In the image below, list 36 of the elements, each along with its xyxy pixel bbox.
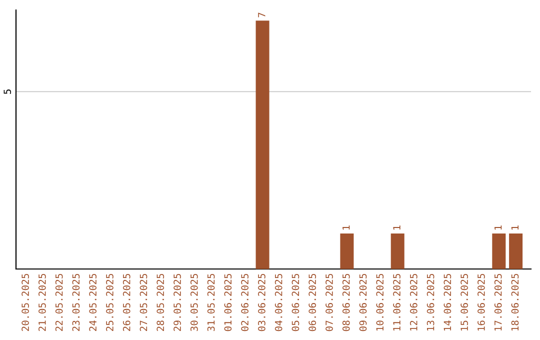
x-tick-label: 05.06.2025 <box>292 274 300 332</box>
x-tick-label: 03.06.2025 <box>258 274 266 332</box>
data-label: 7 <box>258 12 266 18</box>
x-tick-label: 12.06.2025 <box>410 274 418 331</box>
x-tick-label: 25.05.2025 <box>106 274 114 331</box>
data-label: 1 <box>511 226 519 230</box>
x-tick-label: 07.06.2025 <box>326 274 333 332</box>
x-tick-label: 18.06.2025 <box>511 274 519 331</box>
ref-line-label: 5 <box>4 89 12 94</box>
x-tick-label: 29.05.2025 <box>174 274 181 331</box>
x-tick-label: 01.06.2025 <box>224 274 232 332</box>
x-tick-label: 28.05.2025 <box>156 274 164 331</box>
x-tick-label: 04.06.2025 <box>274 274 282 332</box>
x-tick-label: 06.06.2025 <box>308 274 316 332</box>
x-tick-label: 15.06.2025 <box>460 274 468 331</box>
x-tick-label: 22.05.2025 <box>55 274 63 331</box>
x-tick-label: 23.05.2025 <box>72 274 80 331</box>
x-tick-label: 31.05.2025 <box>207 274 215 332</box>
x-tick-label: 21.05.2025 <box>38 274 46 331</box>
x-tick-label: 09.06.2025 <box>359 274 367 332</box>
data-label: 1 <box>342 226 350 230</box>
x-tick-label: 20.05.2025 <box>22 274 29 331</box>
x-tick-label: 17.06.2025 <box>494 274 502 331</box>
x-tick-label: 16.06.2025 <box>478 274 485 331</box>
x-tick-label: 08.06.2025 <box>342 274 350 332</box>
x-tick-label: 14.06.2025 <box>444 274 452 331</box>
data-label: 1 <box>494 226 502 230</box>
x-tick-label: 26.05.2025 <box>122 274 130 331</box>
x-tick-label: 10.06.2025 <box>376 274 384 331</box>
x-tick-label: 13.06.2025 <box>426 274 434 331</box>
x-tick-label: 02.06.2025 <box>241 274 248 332</box>
x-tick-label: 27.05.2025 <box>140 274 148 331</box>
x-tick-label: 30.05.2025 <box>190 274 198 332</box>
data-label: 1 <box>393 226 400 230</box>
x-tick-label: 24.05.2025 <box>89 274 97 331</box>
x-tick-label: 11.06.2025 <box>393 274 400 331</box>
